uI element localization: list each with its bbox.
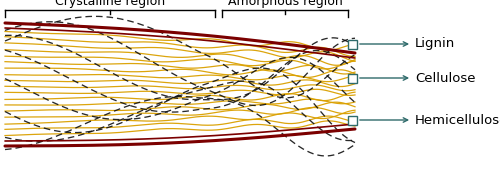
Text: Lignin: Lignin — [415, 37, 455, 50]
Text: Cellulose: Cellulose — [415, 71, 476, 84]
Bar — [348, 115, 357, 124]
Text: Crystalline region: Crystalline region — [55, 0, 165, 8]
Text: Hemicellulose: Hemicellulose — [415, 114, 500, 127]
Bar — [348, 74, 357, 82]
Bar — [348, 40, 357, 49]
Text: Amorphous region: Amorphous region — [228, 0, 342, 8]
